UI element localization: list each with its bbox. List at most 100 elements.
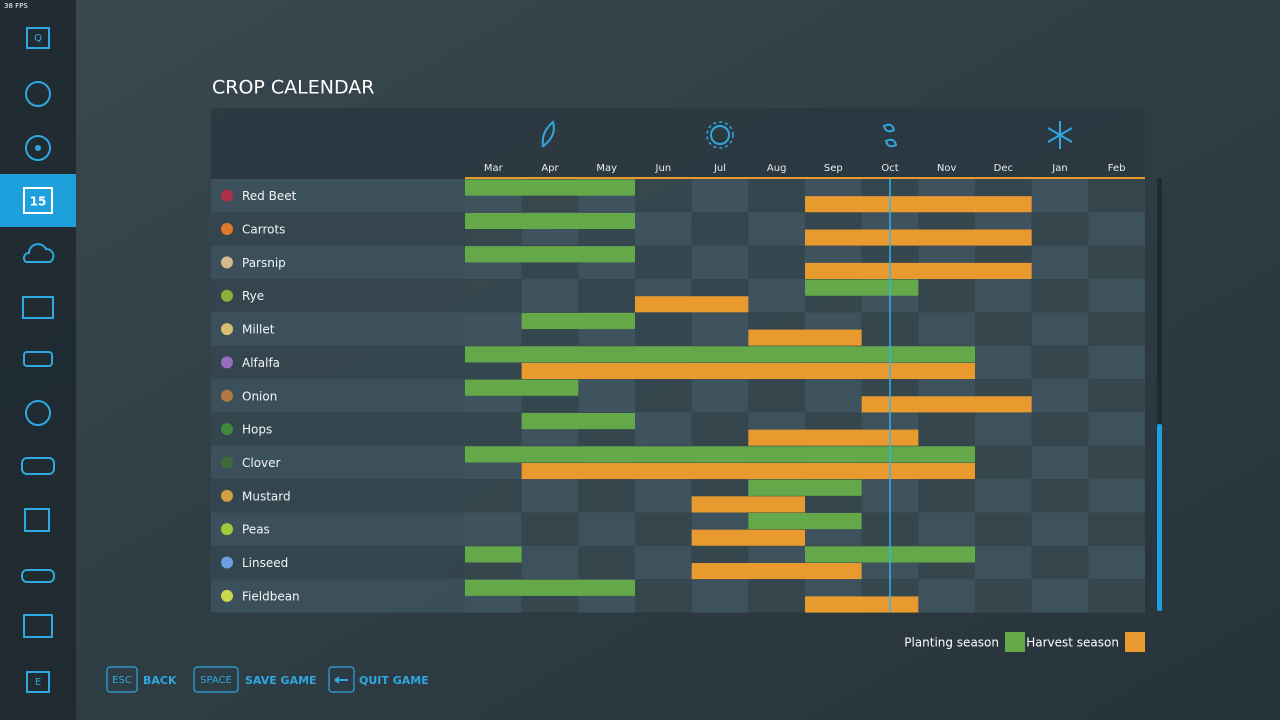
calendar-cell	[1088, 179, 1145, 213]
harvest-bar	[805, 196, 1032, 213]
animals-icon[interactable]	[21, 457, 55, 475]
month-label: Mar	[484, 163, 504, 174]
harvest-bar	[805, 596, 919, 613]
quit-key[interactable]	[328, 666, 355, 693]
esc-key[interactable]	[106, 666, 138, 693]
back-button[interactable]: BACK	[143, 674, 177, 687]
calendar-cell	[465, 479, 522, 513]
month-label: Feb	[1108, 163, 1126, 174]
calendar-cell	[1088, 312, 1145, 346]
crop-name: Parsnip	[242, 256, 286, 270]
calendar-tab-selected[interactable]	[0, 174, 76, 227]
calendar-cell	[748, 212, 805, 246]
finance-icon[interactable]	[25, 400, 51, 426]
calendar-cell	[465, 512, 522, 546]
calendar-cell	[521, 279, 579, 313]
help-icon[interactable]	[23, 614, 53, 638]
planting-bar	[748, 513, 862, 530]
calendar-icon	[23, 187, 53, 214]
harvest-bar	[861, 396, 1032, 413]
calendar-cell	[805, 379, 862, 413]
calendar-cell	[1031, 179, 1089, 213]
crop-name: Fieldbean	[242, 589, 300, 603]
calendar-day: 15	[30, 195, 47, 209]
harvest-bar	[521, 362, 975, 380]
crop-icon	[221, 256, 233, 269]
harvest-bar	[805, 229, 1032, 246]
calendar-cell	[635, 379, 692, 413]
sidebar-menu: Q 15 E	[0, 27, 76, 693]
quit-game-button[interactable]: QUIT GAME	[359, 674, 429, 687]
page-title: CROP CALENDAR	[212, 77, 374, 99]
key-e-label: E	[35, 677, 41, 688]
calendar-cell	[635, 545, 692, 580]
scrollbar-thumb[interactable]	[1157, 424, 1162, 611]
crop-icon	[221, 589, 233, 602]
crop-row-label-bg	[211, 512, 465, 546]
map-icon[interactable]	[25, 81, 51, 107]
calendar-cell	[1031, 479, 1089, 513]
vehicle-icon[interactable]	[25, 135, 51, 161]
crop-row-label-bg	[211, 545, 465, 580]
key-e[interactable]	[26, 671, 50, 693]
space-key[interactable]	[193, 666, 239, 693]
calendar-cell	[1031, 245, 1089, 280]
calendar-cell	[521, 512, 579, 546]
production-icon[interactable]	[21, 569, 55, 583]
crop-row-label-bg	[211, 445, 465, 480]
autumn-icon	[882, 123, 898, 148]
calendar-cell	[691, 379, 749, 413]
crop-row-label-bg	[211, 579, 465, 613]
crop-name: Onion	[242, 389, 277, 403]
calendar-cell	[748, 245, 805, 280]
calendar-cell	[1088, 379, 1145, 413]
stats-icon[interactable]	[22, 296, 54, 319]
fps-counter: 38 FPS	[4, 2, 28, 10]
save-game-button[interactable]: SAVE GAME	[245, 674, 317, 687]
calendar-cell	[521, 479, 579, 513]
calendar-cell	[1088, 412, 1145, 446]
quit-arrow	[334, 676, 348, 684]
planting-bar	[521, 412, 635, 430]
month-label: May	[596, 163, 617, 174]
calendar-cell	[1031, 512, 1089, 546]
crop-icon	[221, 423, 233, 436]
calendar-cell	[975, 279, 1032, 313]
key-q[interactable]	[26, 27, 50, 49]
harvest-bar	[691, 563, 862, 580]
month-label: Jun	[655, 163, 672, 174]
crop-icon	[221, 456, 233, 469]
calendar-cell	[521, 545, 579, 580]
planting-bar	[465, 546, 522, 563]
calendar-cell	[635, 512, 692, 546]
harvest-bar	[521, 462, 975, 480]
calendar-cell	[918, 412, 975, 446]
planting-bar	[465, 179, 635, 196]
crop-row-label-bg	[211, 345, 465, 380]
calendar-cell	[635, 479, 692, 513]
planting-bar	[465, 346, 975, 363]
calendar-cell	[1031, 345, 1089, 380]
sidebar	[0, 0, 76, 720]
weather-icon[interactable]	[23, 243, 55, 263]
crop-row-label-bg	[211, 279, 465, 313]
crop-icon	[221, 356, 233, 369]
summer-icon	[710, 125, 730, 145]
calendar-cell	[578, 512, 635, 546]
month-label: Sep	[824, 163, 843, 174]
crop-name: Alfalfa	[242, 356, 280, 370]
tractor-icon[interactable]	[23, 351, 53, 367]
planting-bar	[465, 379, 579, 396]
calendar-cell	[975, 345, 1032, 380]
contracts-icon[interactable]	[24, 508, 50, 532]
calendar-cell	[691, 579, 749, 613]
calendar-cell	[975, 479, 1032, 513]
crop-icon	[221, 189, 233, 202]
calendar-cell	[635, 579, 692, 613]
calendar-cell	[918, 512, 975, 546]
calendar-cell	[1031, 412, 1089, 446]
month-label: Aug	[767, 163, 787, 174]
vehicle-icon-hub	[35, 145, 41, 151]
calendar-cell	[465, 279, 522, 313]
